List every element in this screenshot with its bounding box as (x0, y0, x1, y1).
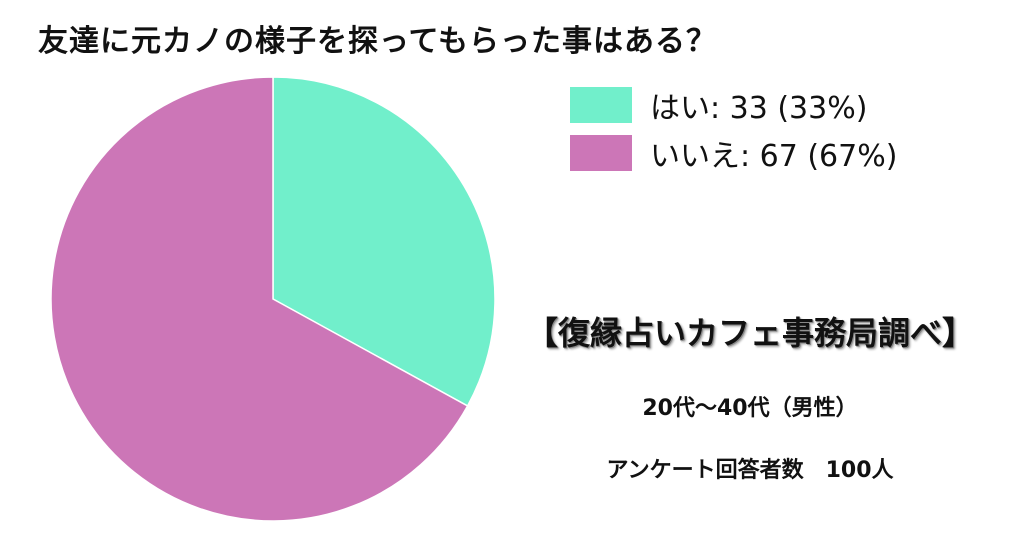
survey-info: 【復縁占いカフェ事務局調べ】 20代〜40代（男性） アンケート回答者数 100… (510, 300, 990, 484)
legend-item-no: いいえ: 67 (67%) (570, 132, 897, 174)
chart-title: 友達に元カノの様子を探ってもらった事はある？ (38, 24, 717, 59)
legend-item-yes: はい: 33 (33%) (570, 84, 897, 126)
pie-chart (50, 76, 496, 522)
legend-label-yes: はい: 33 (33%) (650, 91, 868, 126)
respondents-label: アンケート回答者数 100人 (606, 458, 894, 483)
legend-label-no: いいえ: 67 (67%) (650, 139, 898, 174)
demographic-label: 20代〜40代（男性） (642, 396, 858, 421)
pie-slice-yes (272, 76, 496, 407)
legend: はい: 33 (33%) いいえ: 67 (67%) (570, 84, 897, 180)
legend-swatch-no (570, 135, 632, 171)
legend-swatch-yes (570, 87, 632, 123)
source-label: 【復縁占いカフェ事務局調べ】 (525, 314, 974, 352)
pie-slice-no (50, 76, 469, 522)
